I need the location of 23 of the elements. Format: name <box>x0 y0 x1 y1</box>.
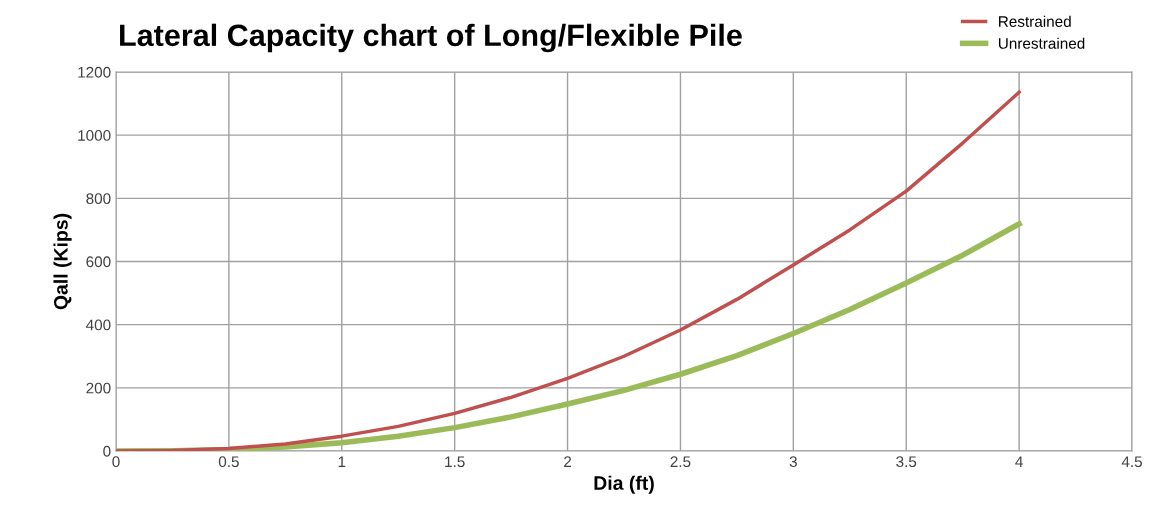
line-series <box>116 90 1021 451</box>
x-tick-label: 2 <box>564 456 572 467</box>
x-axis-title: Dia (ft) <box>594 475 654 494</box>
legend-label: Restrained <box>999 15 1071 27</box>
x-tick-label: 1 <box>338 456 346 467</box>
y-tick-label: 0 <box>103 445 111 457</box>
x-tick-label: 2.5 <box>670 456 691 468</box>
y-tick-label: 800 <box>86 193 111 205</box>
y-tick-label: 400 <box>86 319 111 331</box>
y-tick-label: 200 <box>86 382 111 394</box>
x-tick-label: 1.5 <box>445 456 465 468</box>
legend-label: Unrestrained <box>998 37 1085 49</box>
y-tick-label: 1000 <box>78 130 111 141</box>
chart-title: Lateral Capacity chart of Long/Flexible Pile <box>120 23 742 53</box>
x-tick-label: 0.5 <box>218 456 239 468</box>
x-tick-label: 4 <box>1015 456 1023 467</box>
x-tick-label: 3 <box>789 456 797 468</box>
x-tick-label: 0 <box>112 456 120 468</box>
y-tick-label: 1200 <box>78 66 111 78</box>
y-axis-title: Qall (Kips) <box>53 213 72 310</box>
y-tick-label: 600 <box>86 256 111 268</box>
x-tick-label: 3.5 <box>896 456 917 468</box>
x-tick-label: 4.5 <box>1121 456 1142 468</box>
